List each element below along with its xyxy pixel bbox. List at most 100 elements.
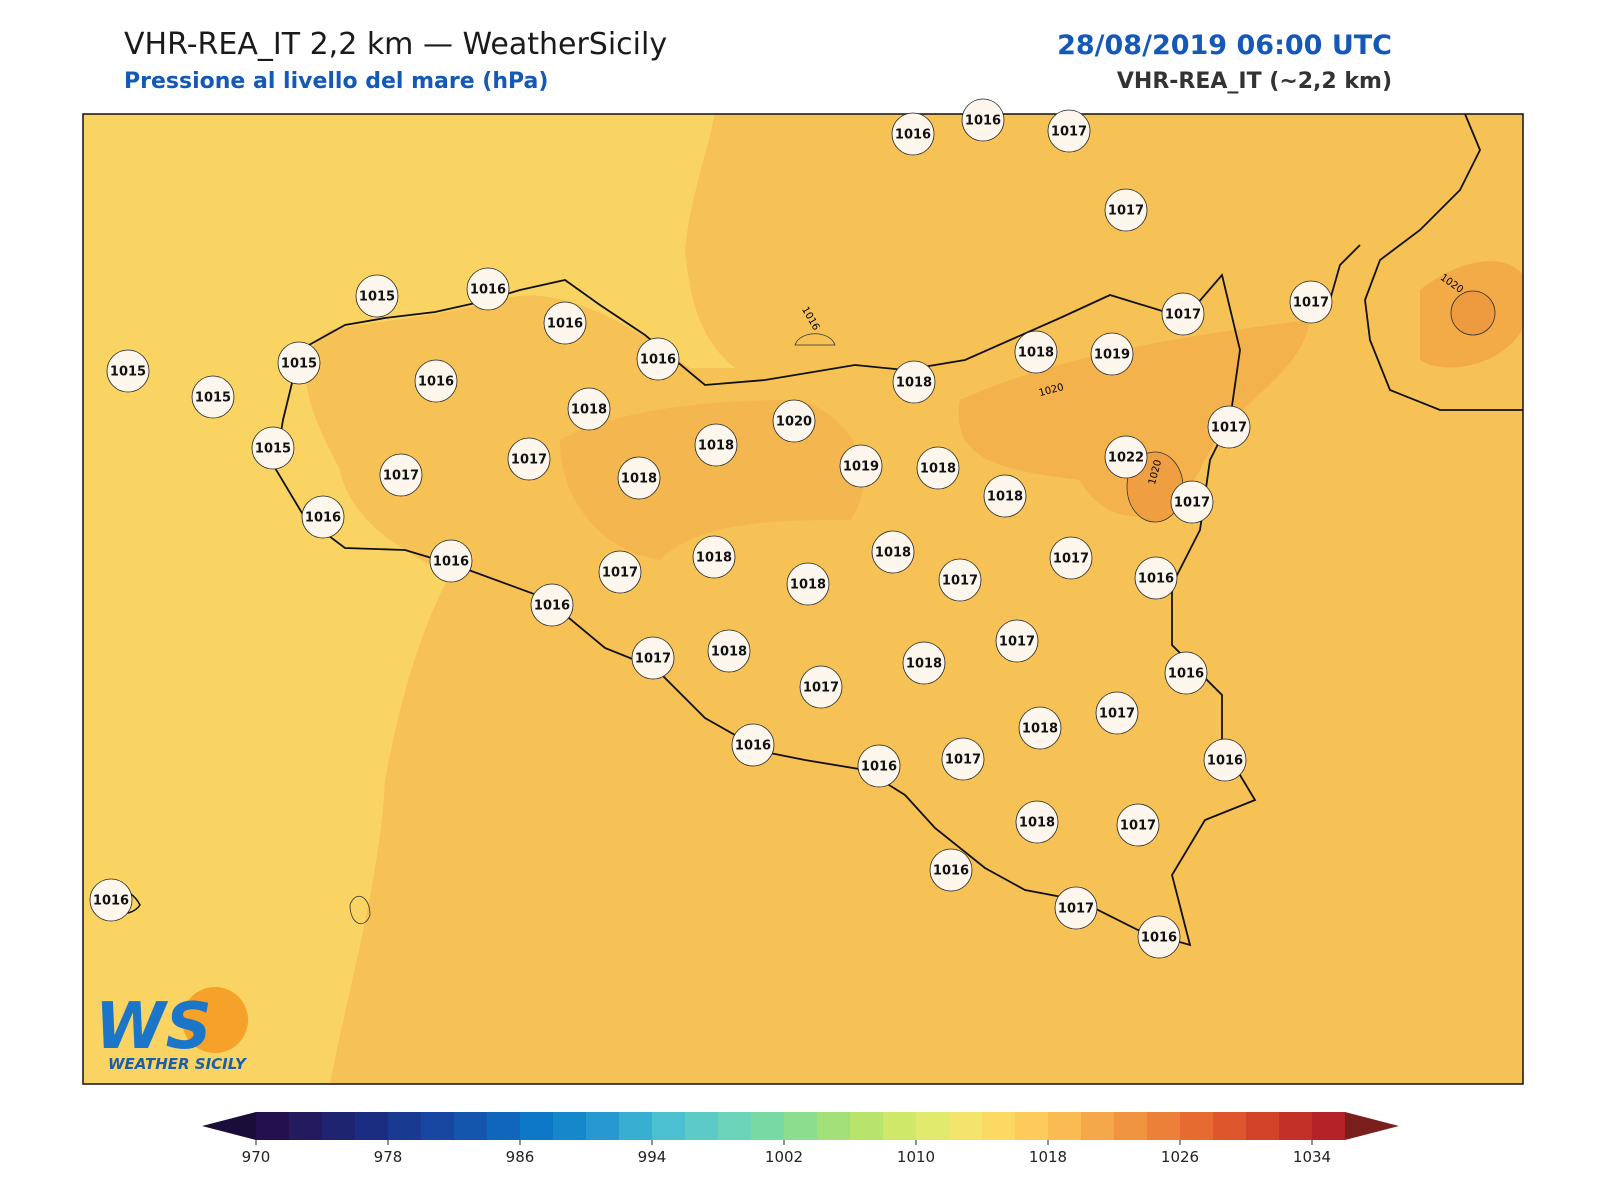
station-value: 1015 (281, 357, 317, 372)
station-value: 1016 (735, 739, 771, 754)
colorbar-bin (1246, 1112, 1280, 1140)
station-marker (1137, 915, 1181, 959)
station: 1020 (772, 399, 816, 443)
station-value: 1018 (1022, 722, 1058, 737)
station-marker (1018, 706, 1062, 750)
station: 1016 (1164, 651, 1208, 695)
colorbar-extend-high (1345, 1112, 1399, 1140)
station: 1017 (1104, 188, 1148, 232)
colorbar-tick-label: 1002 (765, 1148, 803, 1166)
station: 1017 (507, 437, 551, 481)
colorbar-bin (1312, 1112, 1346, 1140)
station-value: 1016 (1141, 931, 1177, 946)
station: 1015 (355, 274, 399, 318)
station-marker (301, 495, 345, 539)
station: 1015 (191, 375, 235, 419)
stations: 1016 1016 1017 1017 1015 1016 1016 1016 1015 1015… (89, 98, 1465, 959)
colorbar-bin (652, 1112, 686, 1140)
station-value: 1016 (1138, 572, 1174, 587)
colorbar-bin (454, 1112, 488, 1140)
station: 1016 (301, 495, 345, 539)
station-value: 1016 (1207, 754, 1243, 769)
station: 1018 (694, 423, 738, 467)
station-value: 1019 (843, 460, 879, 475)
station: 1017 (799, 665, 843, 709)
station-marker (598, 550, 642, 594)
station: 1016 (1134, 556, 1178, 600)
colorbar-bin (718, 1112, 752, 1140)
station-marker (891, 112, 935, 156)
station: 1016 (857, 744, 901, 788)
station-marker (251, 426, 295, 470)
station-marker (857, 744, 901, 788)
station: 1017 (1289, 280, 1333, 324)
station-marker (694, 423, 738, 467)
station: 1016 (530, 583, 574, 627)
station-marker (191, 375, 235, 419)
station-value: 1017 (511, 453, 547, 468)
contour (794, 333, 836, 346)
colorbar-tick-label: 1010 (897, 1148, 935, 1166)
station-value: 1017 (635, 652, 671, 667)
station-marker (379, 453, 423, 497)
subtitle: Pressione al livello del mare (hPa) (124, 69, 548, 94)
colorbar-bin (355, 1112, 389, 1140)
station-marker (1047, 109, 1091, 153)
station-marker (707, 629, 751, 673)
station-value: 1018 (571, 403, 607, 418)
station: 1017 (995, 619, 1039, 663)
station-value: 1016 (640, 353, 676, 368)
coastline (1329, 244, 1361, 301)
station: 1018 (786, 562, 830, 606)
station: 1022 (1104, 435, 1148, 479)
station-value: 1018 (920, 462, 956, 477)
station-marker (1116, 803, 1160, 847)
station-marker (617, 456, 661, 500)
station-marker (1090, 332, 1134, 376)
colorbar-bin (784, 1112, 818, 1140)
colorbar-bin (982, 1112, 1016, 1140)
station-marker (799, 665, 843, 709)
station: 1018 (1018, 706, 1062, 750)
station: 1016 (1137, 915, 1181, 959)
station-value: 1017 (1108, 204, 1144, 219)
station: 1018 (916, 446, 960, 490)
station-value: 1017 (1058, 902, 1094, 917)
station: 1018 (692, 535, 736, 579)
station-value: 1017 (1053, 552, 1089, 567)
station: 1016 (543, 301, 587, 345)
station-marker (543, 301, 587, 345)
station: 1017 (941, 737, 985, 781)
station-value: 1017 (1165, 308, 1201, 323)
station-value: 1017 (945, 753, 981, 768)
model: VHR-REA_IT (~2,2 km) (1117, 69, 1392, 94)
station: 1016 (429, 539, 473, 583)
station-value: 1016 (547, 317, 583, 332)
logo-sun (182, 987, 248, 1053)
colorbar-bin (685, 1112, 719, 1140)
colorbar-bin (421, 1112, 455, 1140)
colorbar-extend-low (202, 1112, 256, 1140)
colorbar-bin (1081, 1112, 1115, 1140)
station: 1017 (379, 453, 423, 497)
low-pressure-area (83, 114, 735, 1084)
station-marker (1015, 800, 1059, 844)
station-value: 1018 (698, 439, 734, 454)
colorbar-bin (883, 1112, 917, 1140)
station: 1016 (891, 112, 935, 156)
station-marker (277, 341, 321, 385)
station-value: 1016 (418, 375, 454, 390)
station-marker (871, 530, 915, 574)
station: 1016 (731, 723, 775, 767)
logo-caption: WEATHER SICILY (108, 1055, 248, 1073)
colorbar-bin (388, 1112, 422, 1140)
colorbar-tick-label: 1018 (1029, 1148, 1067, 1166)
station-value: 1017 (602, 566, 638, 581)
station-marker (89, 878, 133, 922)
station: 1016 (929, 848, 973, 892)
station-value: 1022 (1108, 451, 1144, 466)
station-marker (414, 359, 458, 403)
colorbar-bin (619, 1112, 653, 1140)
station-value: 1017 (1211, 421, 1247, 436)
station: 1017 (1047, 109, 1091, 153)
